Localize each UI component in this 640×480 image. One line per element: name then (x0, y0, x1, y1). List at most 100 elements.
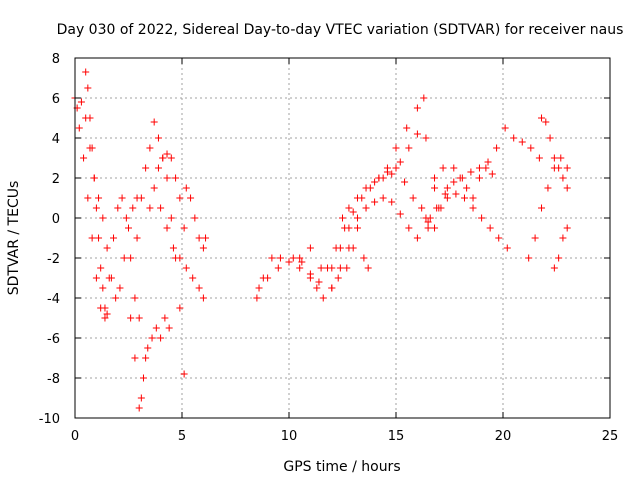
data-point (443, 194, 451, 202)
data-point (396, 158, 404, 166)
data-point (125, 224, 132, 232)
data-point (334, 274, 342, 282)
data-point (276, 254, 284, 262)
data-point (488, 170, 496, 178)
series-sat-m (328, 164, 447, 272)
data-point (413, 234, 421, 242)
data-point (84, 194, 92, 202)
plot-frame (74, 57, 611, 419)
data-point (392, 164, 400, 172)
data-point (362, 204, 370, 212)
data-point (154, 164, 162, 172)
data-point (424, 224, 432, 232)
data-point (469, 194, 477, 202)
y-tick-label: -6 (47, 332, 60, 347)
data-point (163, 224, 171, 232)
data-point (103, 244, 111, 252)
data-point (167, 154, 175, 162)
data-point (343, 264, 351, 272)
x-tick-label: 20 (495, 429, 512, 444)
data-point (189, 274, 197, 282)
data-point (405, 144, 413, 152)
data-point (142, 164, 150, 172)
x-tick-label: 0 (71, 429, 79, 444)
data-point (371, 198, 379, 206)
data-point (120, 254, 128, 262)
data-marks (71, 68, 571, 412)
data-point (139, 374, 147, 382)
data-point (420, 94, 428, 102)
data-point (388, 198, 396, 206)
data-point (542, 118, 550, 126)
data-point (388, 170, 396, 178)
data-point (127, 254, 135, 262)
data-point (353, 214, 361, 222)
data-point (268, 254, 276, 262)
data-point (97, 264, 105, 272)
data-point (550, 154, 558, 162)
data-point (450, 178, 458, 186)
data-point (137, 194, 145, 202)
data-point (157, 204, 165, 212)
data-point (255, 284, 263, 292)
data-point (403, 124, 411, 132)
data-point (503, 244, 511, 252)
data-point (122, 214, 130, 222)
data-point (345, 204, 353, 212)
data-point (95, 234, 103, 242)
data-point (437, 204, 445, 212)
data-point (110, 234, 118, 242)
series-sat-b (73, 98, 141, 302)
data-point (99, 284, 107, 292)
data-point (339, 214, 346, 222)
data-point (546, 134, 554, 142)
data-point (112, 294, 120, 302)
y-tick-label: -8 (47, 372, 60, 387)
data-point (159, 154, 167, 162)
data-point (559, 234, 567, 242)
data-point (475, 164, 483, 172)
data-point (563, 224, 571, 232)
data-point (501, 124, 509, 132)
data-point (422, 134, 430, 142)
data-point (176, 254, 184, 262)
data-point (150, 184, 158, 192)
data-point (90, 174, 98, 182)
data-point (82, 68, 90, 76)
data-point (306, 270, 314, 278)
data-point (413, 104, 421, 112)
y-tick-label: 2 (52, 172, 60, 187)
data-point (202, 234, 210, 242)
series-sat-r (525, 154, 571, 262)
data-point (131, 354, 139, 362)
data-point (114, 204, 122, 212)
data-point (362, 184, 370, 192)
data-point (527, 144, 535, 152)
data-point (315, 278, 323, 286)
data-point (486, 224, 494, 232)
data-point (525, 254, 533, 262)
data-point (535, 154, 543, 162)
data-point (475, 174, 483, 182)
data-point (518, 138, 526, 146)
series-sat-t (550, 224, 571, 272)
data-point (559, 174, 567, 182)
data-point (392, 144, 400, 152)
data-point (441, 190, 449, 198)
data-point (107, 274, 115, 282)
grid-lines (75, 58, 610, 418)
data-point (274, 264, 282, 272)
data-point (550, 264, 558, 272)
data-point (296, 254, 304, 262)
data-point (84, 84, 92, 92)
data-point (285, 258, 293, 266)
data-point (383, 168, 391, 176)
data-point (405, 224, 413, 232)
data-point (418, 204, 426, 212)
series-sat-s (538, 114, 571, 192)
chart-title: Day 030 of 2022, Sidereal Day-to-day VTE… (57, 22, 624, 38)
y-tick-label: 4 (52, 132, 60, 147)
data-point (439, 164, 447, 172)
data-point (364, 264, 372, 272)
x-axis-ticks: 0 5 10 15 20 25 (71, 58, 618, 444)
